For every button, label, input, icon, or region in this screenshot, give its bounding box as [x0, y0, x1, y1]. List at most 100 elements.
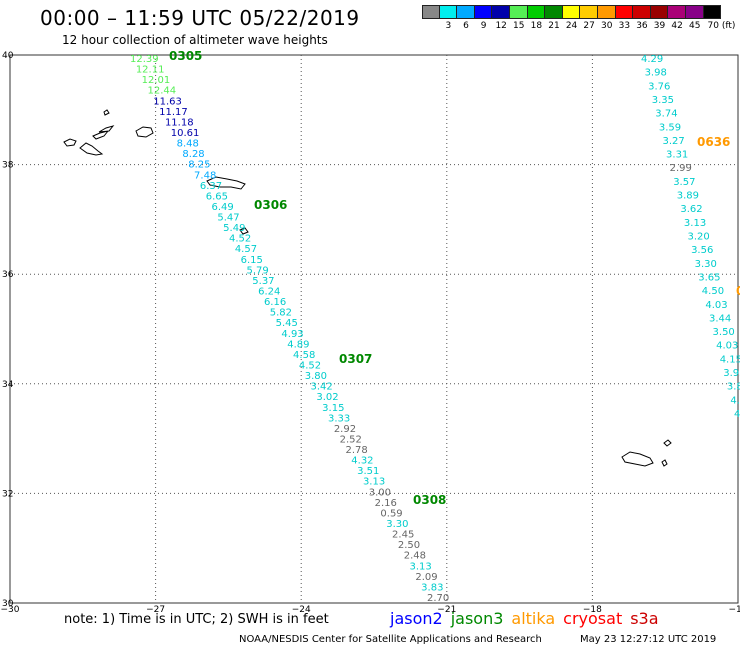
footer-credit: NOAA/NESDIS Center for Satellite Applica… — [239, 634, 542, 645]
swh-value: 3.62 — [680, 204, 702, 215]
scale-label: 42 — [671, 21, 683, 31]
satellite-altika: altika — [511, 609, 556, 628]
scale-label: 3 — [445, 21, 452, 31]
pass-time-label: 0305 — [169, 49, 202, 63]
swh-value: 3.30 — [695, 259, 717, 270]
swh-value: 3.13 — [684, 218, 706, 229]
island-outline — [663, 439, 672, 447]
swh-value: 3.35 — [652, 95, 674, 106]
swh-value: 6.37 — [200, 181, 222, 192]
swh-value: 5.47 — [217, 213, 239, 224]
swh-value: 3.57 — [673, 177, 695, 188]
swh-value: 3.51 — [357, 466, 379, 477]
chart-title: 00:00 – 11:59 UTC 05/22/2019 — [40, 6, 360, 30]
swh-value: 5.45 — [276, 318, 298, 329]
swh-value: 3.74 — [655, 109, 677, 120]
swh-value: 2.99 — [670, 163, 692, 174]
swh-value: 5.82 — [270, 308, 292, 319]
swh-value: 2.78 — [345, 445, 367, 456]
swh-value: 4. — [730, 395, 740, 406]
scale-swatch — [703, 5, 722, 19]
swh-value: 4.58 — [293, 350, 315, 361]
scale-swatch — [580, 5, 598, 19]
swh-value: 8.25 — [188, 160, 210, 171]
island-outline — [206, 176, 246, 190]
scale-swatch — [439, 5, 458, 19]
swh-value: 10.61 — [171, 128, 200, 139]
scale-label: 9 — [480, 21, 487, 31]
scale-label: 24 — [565, 21, 578, 31]
satellite-jason3: jason3 — [450, 609, 504, 628]
scale-label: 33 — [618, 21, 631, 31]
scale-label: 21 — [548, 21, 560, 31]
swh-value: 3.00 — [369, 487, 391, 498]
color-scale — [422, 5, 722, 19]
swh-value: 4.29 — [641, 54, 663, 65]
swh-value: 4.32 — [351, 456, 373, 467]
lon-tick-label: −18 — [583, 605, 602, 615]
swh-value: 3.98 — [645, 68, 667, 79]
swh-value: 4.52 — [229, 234, 251, 245]
lon-tick-label: −15 — [729, 605, 740, 615]
scale-swatch — [527, 5, 546, 19]
swh-value: 3.13 — [363, 477, 385, 488]
satellite-s3a: s3a — [630, 609, 659, 628]
swh-value: 4.57 — [235, 244, 257, 255]
swh-value: 4.03 — [705, 300, 727, 311]
island-outline — [621, 451, 654, 467]
scale-swatch — [545, 5, 563, 19]
scale-swatch — [474, 5, 493, 19]
scale-label: 18 — [530, 21, 543, 31]
scale-swatch — [457, 5, 475, 19]
island-outline — [79, 142, 104, 156]
scale-label: 36 — [636, 21, 648, 31]
swh-value: 5.79 — [246, 265, 268, 276]
pass-time-label: 0636 — [697, 135, 730, 149]
swh-value: 12.01 — [142, 75, 171, 86]
swh-value: 4 — [734, 409, 740, 420]
scale-label: 39 — [653, 21, 666, 31]
lon-tick-label: −30 — [1, 605, 20, 615]
swh-value: 4.50 — [702, 286, 724, 297]
map-frame — [9, 54, 739, 604]
scale-swatch — [422, 5, 440, 19]
lat-tick-label: 30 — [2, 599, 14, 609]
swh-value: 12.11 — [136, 65, 165, 76]
swh-value: 6.65 — [206, 191, 228, 202]
swh-value: 3.65 — [698, 272, 720, 283]
lat-tick-label: 32 — [2, 489, 13, 499]
swh-value: 2.52 — [340, 434, 362, 445]
swh-value: 4.52 — [299, 360, 321, 371]
swh-value: 4.15 — [720, 354, 740, 365]
swh-value: 3.42 — [311, 382, 333, 393]
chart-subtitle: 12 hour collection of altimeter wave hei… — [62, 33, 328, 47]
swh-value: 3.56 — [691, 245, 713, 256]
scale-swatch — [650, 5, 669, 19]
swh-value: 0.59 — [380, 508, 402, 519]
lat-tick-label: 38 — [2, 161, 14, 171]
scale-label: 6 — [463, 21, 469, 31]
pass-time-label: 0307 — [339, 352, 372, 366]
swh-value: 8.48 — [177, 139, 199, 150]
scale-label: 70 (ft) — [707, 21, 736, 31]
swh-value: 6.24 — [258, 287, 280, 298]
swh-value: 5.37 — [252, 276, 274, 287]
swh-value: 6.16 — [264, 297, 286, 308]
swh-value: 3.89 — [677, 191, 699, 202]
color-scale-labels: 3 6 9 12 15 18 21 24 27 30 33 36 39 42 45 70 (ft) — [422, 21, 740, 31]
legend-note: note: 1) Time is in UTC; 2) SWH is in fe… — [64, 612, 329, 627]
swh-value: 2.48 — [404, 551, 426, 562]
island-outline — [92, 130, 110, 140]
swh-value: 4.89 — [287, 339, 309, 350]
swh-value: 12.39 — [130, 54, 159, 65]
swh-value: 2.09 — [415, 572, 437, 583]
swh-value: 3.33 — [328, 413, 350, 424]
swh-value: 6.49 — [212, 202, 234, 213]
scale-swatch — [509, 5, 528, 19]
scale-swatch — [668, 5, 686, 19]
island-outline — [239, 227, 249, 235]
swh-value: 2.70 — [427, 593, 449, 604]
swh-value: 3.15 — [322, 403, 344, 414]
swh-value: 7.48 — [194, 170, 216, 181]
